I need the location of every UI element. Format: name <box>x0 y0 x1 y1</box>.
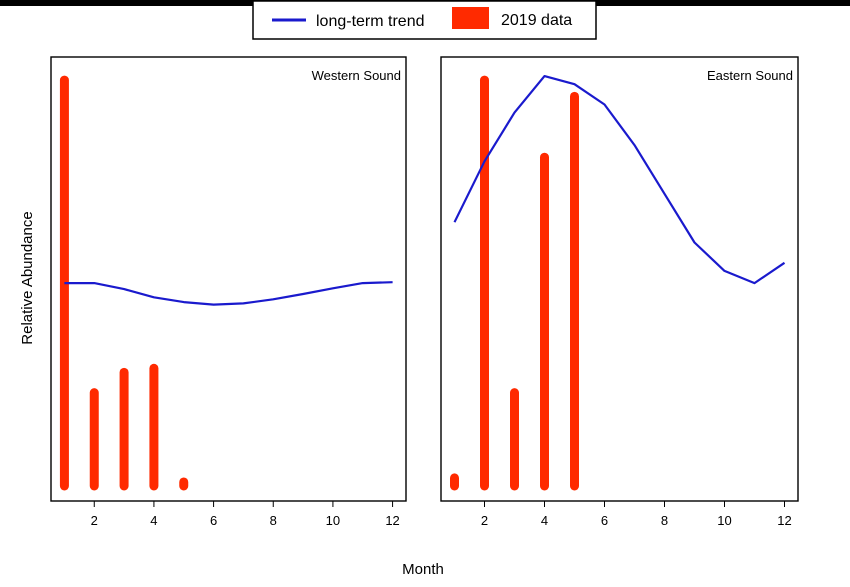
y-axis-title: Relative Abundance <box>19 211 36 344</box>
x-tick-label-western-sound-4: 4 <box>150 513 157 528</box>
x-tick-label-eastern-sound-10: 10 <box>717 513 731 528</box>
x-tick-label-western-sound-10: 10 <box>326 513 340 528</box>
x-tick-label-eastern-sound-8: 8 <box>661 513 668 528</box>
x-tick-label-eastern-sound-6: 6 <box>601 513 608 528</box>
x-tick-label-western-sound-8: 8 <box>270 513 277 528</box>
legend: long-term trend 2019 data <box>252 0 597 40</box>
panel-western-sound: 2 4 6 8 10 12 Western Sound <box>50 56 407 528</box>
x-tick-label-eastern-sound-2: 2 <box>481 513 488 528</box>
x-tick-label-western-sound-6: 6 <box>210 513 217 528</box>
plot-frame-western-sound <box>50 56 407 502</box>
panel-label-western-sound: Western Sound <box>312 68 401 83</box>
panel-eastern-sound: 2 4 6 8 10 12 Eastern Sound <box>440 56 799 528</box>
panels: 2 4 6 8 10 12 Western Sound 2 4 6 8 10 12 Eastern Sou… <box>50 56 799 528</box>
legend-box <box>252 0 597 40</box>
x-tick-label-eastern-sound-12: 12 <box>777 513 791 528</box>
trend-line-western-sound <box>64 281 393 306</box>
trend-line-eastern-sound <box>453 74 786 285</box>
legend-label-2019: 2019 data <box>501 12 572 29</box>
legend-label-trend: long-term trend <box>316 13 425 30</box>
plot-frame-eastern-sound <box>440 56 799 502</box>
x-axis-title: Month <box>402 561 444 578</box>
x-tick-label-eastern-sound-4: 4 <box>541 513 548 528</box>
x-tick-label-western-sound-2: 2 <box>91 513 98 528</box>
panel-label-eastern-sound: Eastern Sound <box>707 68 793 83</box>
x-tick-label-western-sound-12: 12 <box>385 513 399 528</box>
legend-swatch-2019 <box>452 7 489 29</box>
